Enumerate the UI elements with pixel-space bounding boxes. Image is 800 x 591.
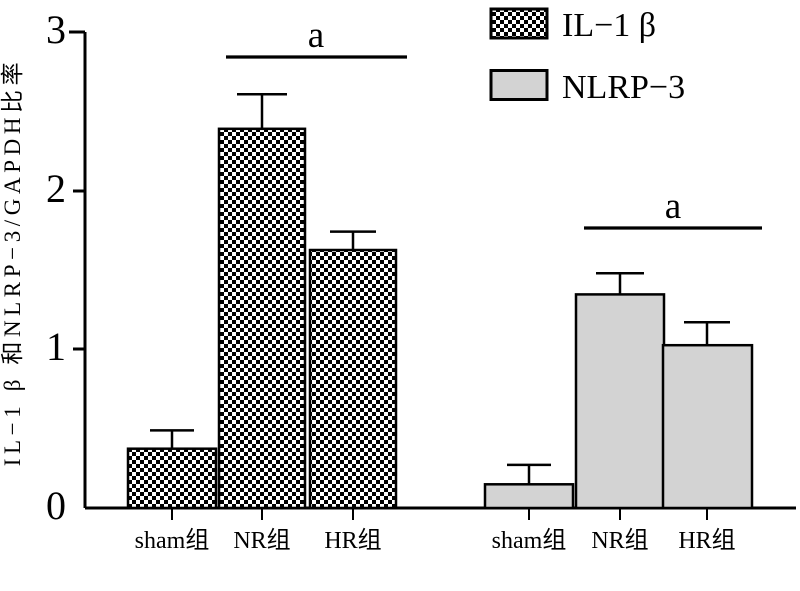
svg-text:HR组: HR组 [324, 527, 381, 554]
svg-text:HR组: HR组 [678, 527, 735, 554]
svg-text:a: a [665, 186, 681, 227]
svg-text:3: 3 [46, 7, 66, 52]
svg-text:NR组: NR组 [233, 527, 290, 554]
svg-text:NLRP−3: NLRP−3 [562, 69, 685, 106]
svg-text:1: 1 [46, 324, 66, 369]
svg-text:IL−1 β 和NLRP−3/GAPDH比率: IL−1 β 和NLRP−3/GAPDH比率 [0, 58, 25, 466]
svg-text:0: 0 [46, 483, 66, 528]
svg-text:sham组: sham组 [492, 527, 567, 554]
svg-text:2: 2 [46, 166, 66, 211]
svg-text:sham组: sham组 [135, 527, 210, 554]
svg-text:IL−1 β: IL−1 β [562, 7, 656, 44]
svg-text:NR组: NR组 [591, 527, 648, 554]
svg-text:a: a [308, 15, 324, 56]
